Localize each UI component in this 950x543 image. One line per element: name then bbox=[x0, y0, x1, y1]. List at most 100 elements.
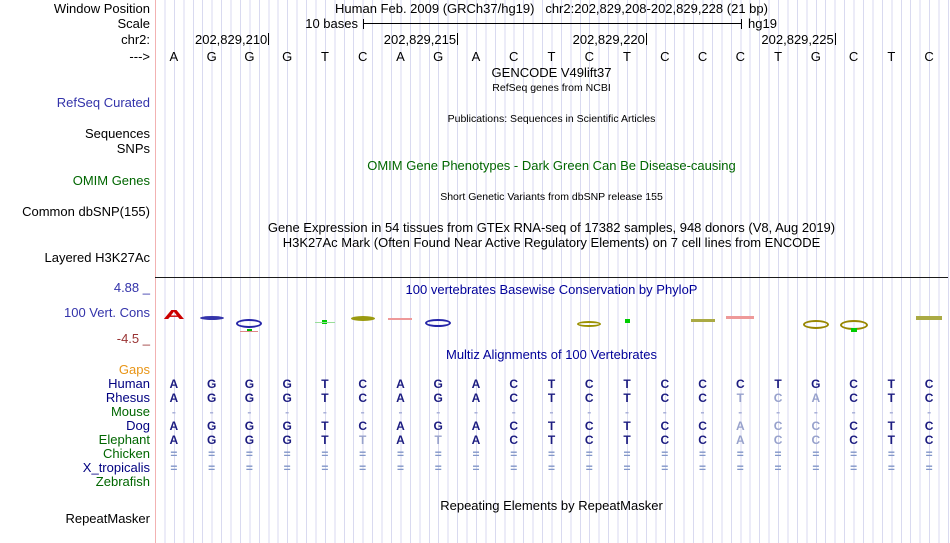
vert-cons-label[interactable]: 100 Vert. Cons bbox=[64, 305, 150, 320]
publications-track-title[interactable]: Publications: Sequences in Scientific Ar… bbox=[447, 113, 656, 125]
gtex-track-title[interactable]: Gene Expression in 54 tissues from GTEx … bbox=[267, 220, 836, 235]
alignment-base: = bbox=[245, 461, 253, 475]
multiz-row-x_tropicalis[interactable]: = = = = = = = = = = = = = = = = = = = = = bbox=[155, 461, 948, 475]
alignment-base: C bbox=[660, 377, 670, 391]
species-label-zebrafish[interactable]: Zebrafish bbox=[95, 474, 150, 489]
alignment-base: = bbox=[245, 447, 253, 461]
alignment-base: T bbox=[321, 419, 329, 433]
alignment-base: A bbox=[471, 391, 481, 405]
snps-label[interactable]: SNPs bbox=[116, 141, 150, 156]
reference-base: G bbox=[433, 49, 444, 64]
species-label-mouse[interactable]: Mouse bbox=[110, 404, 150, 419]
alignment-base: T bbox=[887, 391, 896, 405]
omim-genes-label[interactable]: OMIM Genes bbox=[72, 173, 150, 188]
alignment-base: G bbox=[244, 391, 255, 405]
alignment-base: G bbox=[244, 377, 255, 391]
alignment-base: C bbox=[584, 391, 594, 405]
alignment-base: = bbox=[396, 461, 404, 475]
alignment-base: C bbox=[735, 377, 745, 391]
alignment-base: A bbox=[811, 391, 821, 405]
alignment-base: C bbox=[924, 433, 934, 447]
alignment-base: = bbox=[699, 447, 707, 461]
conservation-glyph: A bbox=[163, 307, 185, 322]
alignment-base: C bbox=[924, 391, 934, 405]
alignment-base: G bbox=[282, 433, 292, 447]
alignment-base: = bbox=[283, 461, 291, 475]
position-range: chr2:202,829,208-202,829,228 (21 bp) bbox=[545, 1, 768, 16]
species-label-x_tropicalis[interactable]: X_tropicalis bbox=[82, 460, 150, 475]
h3k27ac-label[interactable]: Layered H3K27Ac bbox=[44, 250, 150, 265]
alignment-base: T bbox=[547, 377, 556, 391]
alignment-base: T bbox=[321, 433, 329, 447]
species-label-dog[interactable]: Dog bbox=[126, 418, 150, 433]
alignment-base: C bbox=[698, 419, 707, 433]
repeatmasker-track-title[interactable]: Repeating Elements by RepeatMasker bbox=[440, 498, 663, 513]
conservation-glyph bbox=[388, 318, 413, 320]
conservation-track-title[interactable]: 100 vertebrates Basewise Conservation by… bbox=[405, 282, 698, 297]
alignment-base: T bbox=[547, 391, 556, 405]
conservation-track-border bbox=[155, 277, 948, 278]
ruler-tick-label: 202,829,215 bbox=[383, 32, 457, 47]
conservation-glyph bbox=[240, 331, 259, 332]
alignment-base: C bbox=[660, 433, 670, 447]
refseq-track-title[interactable]: RefSeq genes from NCBI bbox=[492, 82, 611, 94]
repeatmasker-label[interactable]: RepeatMasker bbox=[65, 511, 150, 526]
reference-base: A bbox=[169, 49, 179, 64]
reference-base: T bbox=[320, 49, 329, 64]
multiz-row-chicken[interactable]: = = = = = = = = = = = = = = = = = = = = = bbox=[155, 447, 948, 461]
track-guidelines bbox=[155, 0, 949, 543]
dbsnp-track-title[interactable]: Short Genetic Variants from dbSNP releas… bbox=[440, 191, 663, 203]
alignment-base: - bbox=[398, 405, 403, 419]
alignment-base: - bbox=[247, 405, 252, 419]
alignment-base: C bbox=[698, 391, 707, 405]
alignment-base: C bbox=[924, 419, 934, 433]
alignment-base: C bbox=[660, 419, 670, 433]
alignment-base: T bbox=[736, 391, 744, 405]
omim-track-title[interactable]: OMIM Gene Phenotypes - Dark Green Can Be… bbox=[367, 158, 736, 173]
refseq-curated-label[interactable]: RefSeq Curated bbox=[56, 95, 150, 110]
alignment-base: G bbox=[244, 433, 255, 447]
alignment-base: = bbox=[547, 447, 555, 461]
alignment-base: = bbox=[850, 447, 858, 461]
alignment-base: T bbox=[774, 377, 782, 391]
dbsnp-label[interactable]: Common dbSNP(155) bbox=[22, 204, 150, 219]
species-label-rhesus[interactable]: Rhesus bbox=[105, 390, 150, 405]
reference-base: C bbox=[509, 49, 519, 64]
sequences-label[interactable]: Sequences bbox=[84, 126, 150, 141]
alignment-base: = bbox=[925, 447, 933, 461]
alignment-base: C bbox=[698, 433, 707, 447]
gencode-track-title[interactable]: GENCODE V49lift37 bbox=[491, 65, 612, 80]
species-label-human[interactable]: Human bbox=[108, 376, 150, 391]
conservation-glyph bbox=[577, 321, 602, 327]
alignment-base: - bbox=[738, 405, 743, 419]
multiz-row-zebrafish[interactable] bbox=[155, 475, 948, 489]
alignment-base: T bbox=[887, 433, 896, 447]
alignment-base: = bbox=[661, 447, 669, 461]
alignment-base: C bbox=[509, 391, 519, 405]
multiz-row-mouse[interactable]: --------------------- bbox=[155, 405, 948, 419]
alignment-base: = bbox=[510, 447, 518, 461]
alignment-base: T bbox=[547, 433, 556, 447]
multiz-track-title[interactable]: Multiz Alignments of 100 Vertebrates bbox=[445, 347, 657, 362]
reference-base: T bbox=[774, 49, 783, 64]
gaps-label[interactable]: Gaps bbox=[118, 362, 150, 377]
alignment-base: A bbox=[735, 419, 745, 433]
species-label-elephant[interactable]: Elephant bbox=[98, 432, 150, 447]
assembly-title: Human Feb. 2009 (GRCh37/hg19) bbox=[335, 1, 535, 16]
alignment-base: T bbox=[887, 377, 896, 391]
reference-base: G bbox=[206, 49, 217, 64]
alignment-base: A bbox=[396, 419, 405, 433]
alignment-base: = bbox=[850, 461, 858, 475]
alignment-base: G bbox=[206, 377, 217, 391]
h3k27ac-track-title[interactable]: H3K27Ac Mark (Often Found Near Active Re… bbox=[282, 235, 821, 250]
conservation-glyph bbox=[236, 319, 263, 328]
species-label-chicken[interactable]: Chicken bbox=[103, 446, 150, 461]
alignment-base: C bbox=[811, 433, 821, 447]
ruler-tick-mark bbox=[834, 33, 836, 45]
